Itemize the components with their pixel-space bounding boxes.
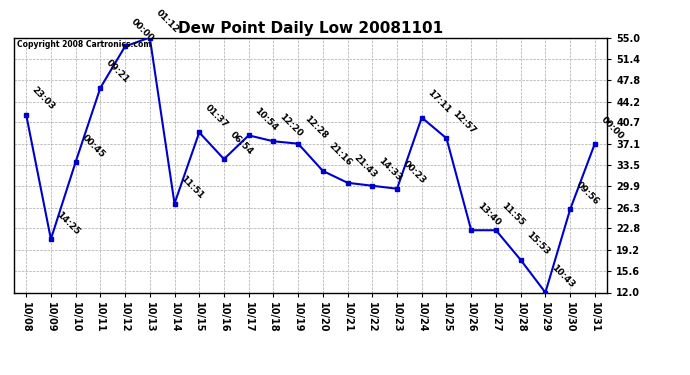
Text: 21:16: 21:16: [327, 141, 354, 168]
Text: 12:20: 12:20: [277, 112, 304, 138]
Text: 00:00: 00:00: [599, 115, 625, 141]
Text: 10:43: 10:43: [549, 263, 576, 290]
Text: 09:21: 09:21: [104, 58, 131, 85]
Text: 14:33: 14:33: [377, 156, 403, 183]
Text: 12:28: 12:28: [302, 114, 329, 141]
Text: 12:57: 12:57: [451, 109, 477, 135]
Text: 23:03: 23:03: [30, 85, 57, 112]
Text: 01:12: 01:12: [154, 8, 181, 35]
Text: 00:00: 00:00: [129, 17, 155, 44]
Text: 11:51: 11:51: [179, 174, 206, 201]
Title: Dew Point Daily Low 20081101: Dew Point Daily Low 20081101: [178, 21, 443, 36]
Text: 13:40: 13:40: [475, 201, 502, 228]
Text: 00:45: 00:45: [80, 133, 106, 159]
Text: Copyright 2008 Cartronics.com: Copyright 2008 Cartronics.com: [17, 40, 151, 49]
Text: 10:54: 10:54: [253, 106, 279, 133]
Text: 09:56: 09:56: [574, 180, 601, 207]
Text: 01:37: 01:37: [204, 103, 230, 130]
Text: 06:54: 06:54: [228, 130, 255, 156]
Text: 00:23: 00:23: [401, 159, 428, 186]
Text: 15:53: 15:53: [525, 231, 551, 257]
Text: 14:25: 14:25: [55, 210, 81, 236]
Text: 21:43: 21:43: [352, 153, 378, 180]
Text: 11:55: 11:55: [500, 201, 526, 228]
Text: 17:11: 17:11: [426, 88, 453, 115]
